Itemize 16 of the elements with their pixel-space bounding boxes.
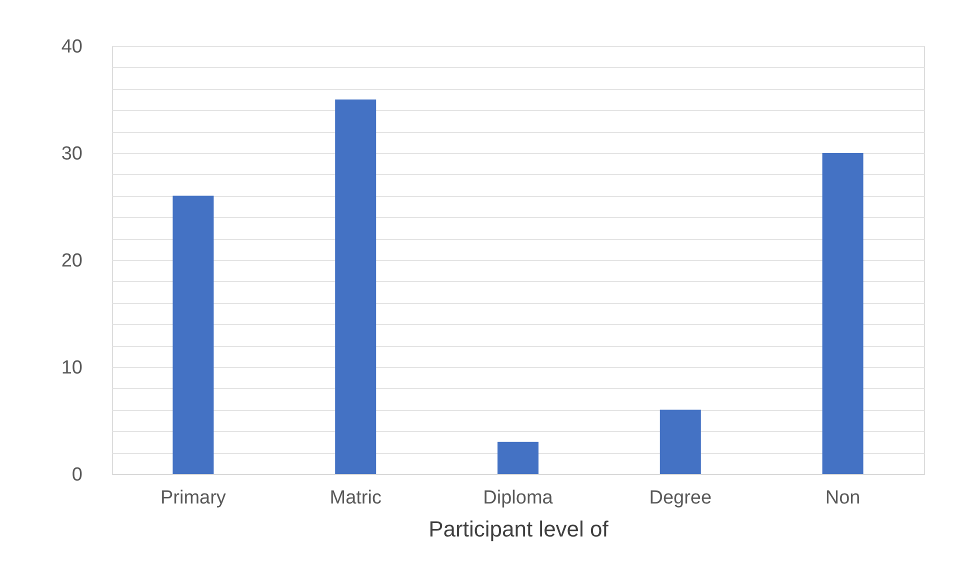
y-tick-label: 20	[61, 250, 82, 272]
x-tick-label: Non	[825, 488, 860, 508]
bar	[172, 196, 214, 474]
x-tick-label: Diploma	[483, 488, 554, 508]
x-axis-title: Participant level of	[428, 516, 610, 542]
x-tick-label: Matric	[330, 488, 382, 508]
x-tick-label: Primary	[160, 488, 226, 508]
y-tick-label: 0	[72, 464, 82, 486]
y-tick-label: 10	[61, 358, 82, 378]
bar	[498, 442, 538, 474]
bar	[335, 100, 376, 474]
bar	[660, 410, 701, 474]
bar	[822, 153, 864, 474]
y-tick-label: 30	[61, 144, 82, 164]
y-tick-label: 40	[61, 36, 82, 58]
x-tick-label: Degree	[649, 488, 712, 508]
